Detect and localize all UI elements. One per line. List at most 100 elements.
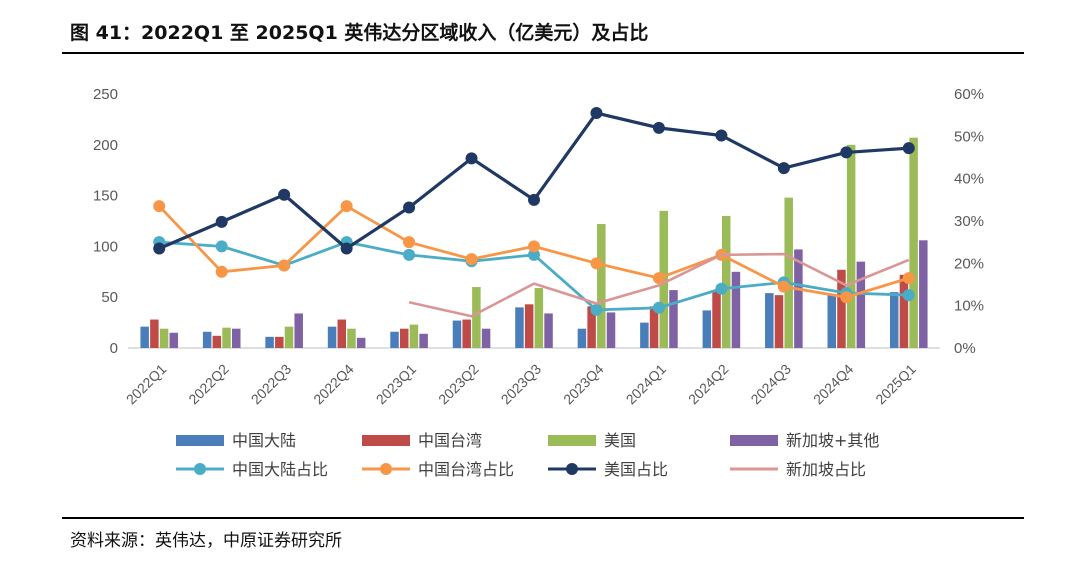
bar-cn: [327, 326, 337, 348]
bar-cn: [452, 320, 462, 348]
x-tick-label: 2023Q1: [373, 361, 420, 408]
bar-sg: [856, 261, 866, 348]
right-tick-label: 20%: [954, 255, 984, 272]
bar-cn: [640, 322, 649, 348]
bars-layer: [140, 137, 928, 348]
legend-swatch-bar: [362, 435, 410, 446]
bar-tw: [587, 306, 596, 348]
legend-marker: [566, 463, 578, 475]
bar-sg: [481, 328, 491, 348]
line-point-2: [340, 242, 353, 255]
line-point-1: [777, 280, 790, 293]
bar-sg: [169, 332, 179, 348]
bar-us: [909, 137, 918, 348]
bar-sg: [419, 333, 428, 348]
bar-tw: [212, 335, 222, 348]
top-rule: [62, 52, 1024, 54]
bar-us: [472, 287, 481, 348]
left-tick-label: 100: [93, 238, 118, 255]
x-axis: 2022Q1 2022Q2 2022Q3 2022Q4 2023Q1 2023Q2 2023…: [123, 361, 919, 408]
bar-us: [534, 288, 544, 348]
line-point-1: [340, 200, 353, 213]
line-point-1: [465, 253, 478, 266]
legend-marker: [380, 463, 392, 475]
legend-label: 美国占比: [604, 460, 668, 479]
right-tick-label: 60%: [954, 86, 984, 103]
bar-sg: [544, 313, 553, 348]
line-point-1: [590, 257, 603, 270]
line-point-2: [840, 146, 853, 159]
line-point-2: [652, 121, 665, 134]
line-point-1: [902, 272, 915, 285]
x-tick-label: 2022Q2: [185, 361, 232, 408]
bar-sg: [919, 240, 928, 348]
bar-cn: [702, 310, 712, 348]
x-tick-label: 2022Q1: [123, 361, 170, 408]
bar-us: [284, 326, 294, 348]
right-tick-label: 10%: [954, 298, 984, 315]
x-tick-label: 2023Q4: [560, 361, 607, 408]
bar-us: [222, 327, 231, 348]
line-point-0: [590, 303, 603, 316]
x-tick-label: 2024Q4: [810, 361, 857, 408]
left-tick-label: 0: [110, 340, 118, 357]
x-tick-label: 2022Q4: [310, 361, 357, 408]
x-tick-label: 2022Q3: [248, 361, 295, 408]
line-point-2: [590, 107, 603, 120]
bar-sg: [669, 290, 678, 348]
line-point-0: [902, 289, 915, 302]
legend-swatch-bar: [176, 435, 224, 446]
right-tick-label: 40%: [954, 171, 984, 188]
legend-label: 美国: [604, 431, 636, 450]
bar-tw: [462, 319, 471, 348]
line-point-2: [403, 201, 416, 214]
legend-swatch-bar: [730, 435, 778, 446]
left-tick-label: 150: [93, 188, 118, 205]
legend-label: 中国大陆: [232, 431, 296, 450]
bar-tw: [337, 319, 347, 348]
bar-cn: [390, 331, 399, 348]
bar-cn: [202, 331, 212, 348]
bar-tw: [899, 274, 909, 348]
x-tick-label: 2023Q3: [498, 361, 545, 408]
line-point-2: [278, 188, 291, 201]
x-tick-label: 2024Q3: [747, 361, 794, 408]
bar-tw: [150, 319, 159, 348]
bar-cn: [577, 328, 587, 348]
bar-tw: [712, 290, 721, 348]
line-point-1: [278, 259, 291, 272]
x-tick-label: 2024Q2: [685, 361, 732, 408]
line-point-1: [528, 240, 540, 253]
line-point-1: [153, 200, 166, 213]
bar-cn: [140, 326, 149, 348]
bar-sg: [794, 249, 803, 348]
line-point-0: [652, 301, 665, 314]
lines-layer: [153, 107, 915, 318]
x-tick-label: 2023Q2: [435, 361, 482, 408]
bar-sg: [606, 312, 616, 348]
bar-cn: [765, 293, 774, 348]
legend-marker: [194, 463, 206, 475]
bar-cn: [265, 336, 274, 348]
bar-tw: [524, 304, 534, 348]
legend-label: 中国台湾占比: [418, 460, 514, 479]
bottom-rule: [62, 517, 1024, 519]
line-point-1: [403, 236, 416, 249]
bar-tw: [837, 269, 846, 348]
bar-tw: [774, 295, 784, 348]
bar-sg: [356, 337, 366, 348]
right-tick-label: 50%: [954, 128, 984, 145]
bar-us: [721, 215, 731, 348]
bar-tw: [649, 306, 659, 348]
line-point-0: [528, 248, 540, 261]
right-tick-label: 0%: [954, 340, 976, 357]
line-point-2: [465, 152, 478, 165]
bar-cn: [515, 307, 524, 348]
line-point-0: [215, 240, 228, 253]
bar-us: [409, 324, 419, 348]
bar-us: [159, 328, 169, 348]
bar-us: [784, 197, 793, 348]
line-point-2: [153, 242, 166, 255]
bar-cn: [889, 292, 899, 348]
x-tick-label: 2025Q1: [872, 361, 919, 408]
